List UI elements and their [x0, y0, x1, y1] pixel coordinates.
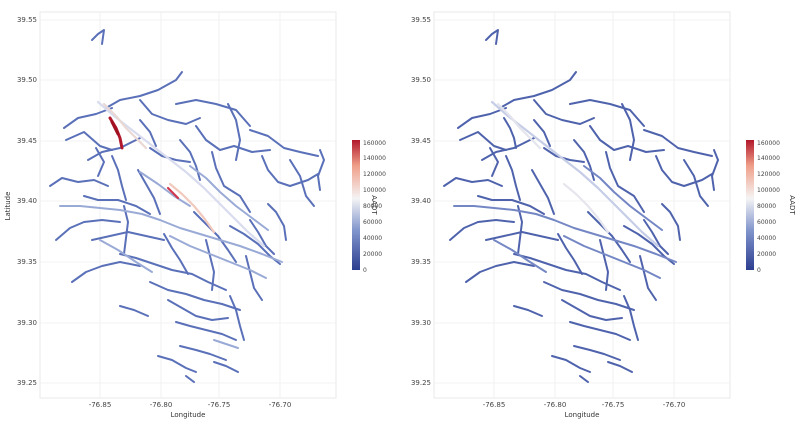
legend-colorbar-2: [746, 140, 754, 270]
legend-tick-1-2: 140000: [363, 155, 386, 162]
x-tick-1-2: -76.80: [150, 401, 173, 409]
map-panel-1: -76.85 -76.80 -76.75 -76.70 39.55 39.50 …: [4, 11, 386, 419]
legend-tick-1-3: 120000: [363, 171, 386, 178]
y-tick-1-3: 39.45: [17, 137, 37, 145]
road-network-1: [49, 29, 325, 383]
y-tick-1-2: 39.50: [17, 76, 37, 84]
x-tick-2-4: -76.70: [663, 401, 686, 409]
legend-title-1: AADT: [370, 195, 378, 215]
legend-tick-1-7: 40000: [363, 235, 382, 242]
road-network-2: [443, 29, 719, 383]
roads-mid-1: [59, 165, 283, 349]
x-axis-label-2: Longitude: [565, 411, 600, 419]
legend-tick-2-9: 0: [757, 267, 761, 274]
plot-area-2: [433, 11, 731, 399]
legend-tick-2-5: 80000: [757, 203, 776, 210]
y-tick-1-4: 39.40: [17, 197, 37, 205]
gridlines-2: [434, 12, 730, 398]
x-tick-1-3: -76.75: [208, 401, 231, 409]
legend-title-2: AADT: [788, 195, 796, 215]
legend-tick-1-9: 0: [363, 267, 367, 274]
legend-1: AADT 160000 140000 120000 100000 80000 6…: [352, 140, 386, 274]
y-tick-2-2: 39.50: [411, 76, 431, 84]
legend-tick-2-4: 100000: [757, 187, 780, 194]
legend-tick-1-8: 20000: [363, 251, 382, 258]
legend-tick-2-7: 40000: [757, 235, 776, 242]
roads-high-2: [490, 100, 660, 248]
map-panel-2: -76.85 -76.80 -76.75 -76.70 39.55 39.50 …: [411, 11, 796, 419]
y-tick-labels-1: 39.55 39.50 39.45 39.40 39.35 39.30 39.2…: [17, 16, 37, 387]
y-tick-1-5: 39.35: [17, 258, 37, 266]
x-tick-labels-1: -76.85 -76.80 -76.75 -76.70: [89, 401, 292, 409]
x-tick-2-3: -76.75: [602, 401, 625, 409]
legend-tick-2-2: 140000: [757, 155, 780, 162]
x-tick-2-2: -76.80: [544, 401, 567, 409]
roads-mid-2: [453, 165, 677, 279]
legend-tick-1-6: 60000: [363, 219, 382, 226]
legend-tick-1-4: 100000: [363, 187, 386, 194]
y-tick-2-3: 39.45: [411, 137, 431, 145]
legend-tick-2-1: 160000: [757, 140, 780, 147]
y-tick-2-4: 39.40: [411, 197, 431, 205]
x-tick-1-1: -76.85: [89, 401, 112, 409]
x-tick-2-1: -76.85: [483, 401, 506, 409]
roads-high-1: [96, 100, 266, 248]
legend-tick-2-3: 120000: [757, 171, 780, 178]
x-axis-label-1: Longitude: [171, 411, 206, 419]
y-tick-labels-2: 39.55 39.50 39.45 39.40 39.35 39.30 39.2…: [411, 16, 431, 387]
y-tick-1-6: 39.30: [17, 319, 37, 327]
y-tick-2-5: 39.35: [411, 258, 431, 266]
y-tick-1-1: 39.55: [17, 16, 37, 24]
y-axis-label-1: Latitude: [4, 192, 12, 221]
legend-colorbar-1: [352, 140, 360, 270]
legend-tick-1-5: 80000: [363, 203, 382, 210]
y-tick-2-7: 39.25: [411, 379, 431, 387]
y-tick-2-1: 39.55: [411, 16, 431, 24]
legend-tick-2-6: 60000: [757, 219, 776, 226]
legend-2: AADT 160000 140000 120000 100000 80000 6…: [746, 140, 796, 274]
x-tick-labels-2: -76.85 -76.80 -76.75 -76.70: [483, 401, 686, 409]
gridlines-1: [40, 12, 336, 398]
legend-tick-1-1: 160000: [363, 140, 386, 147]
legend-tick-2-8: 20000: [757, 251, 776, 258]
y-tick-2-6: 39.30: [411, 319, 431, 327]
y-tick-1-7: 39.25: [17, 379, 37, 387]
roads-low-1: [49, 29, 325, 383]
x-tick-1-4: -76.70: [269, 401, 292, 409]
